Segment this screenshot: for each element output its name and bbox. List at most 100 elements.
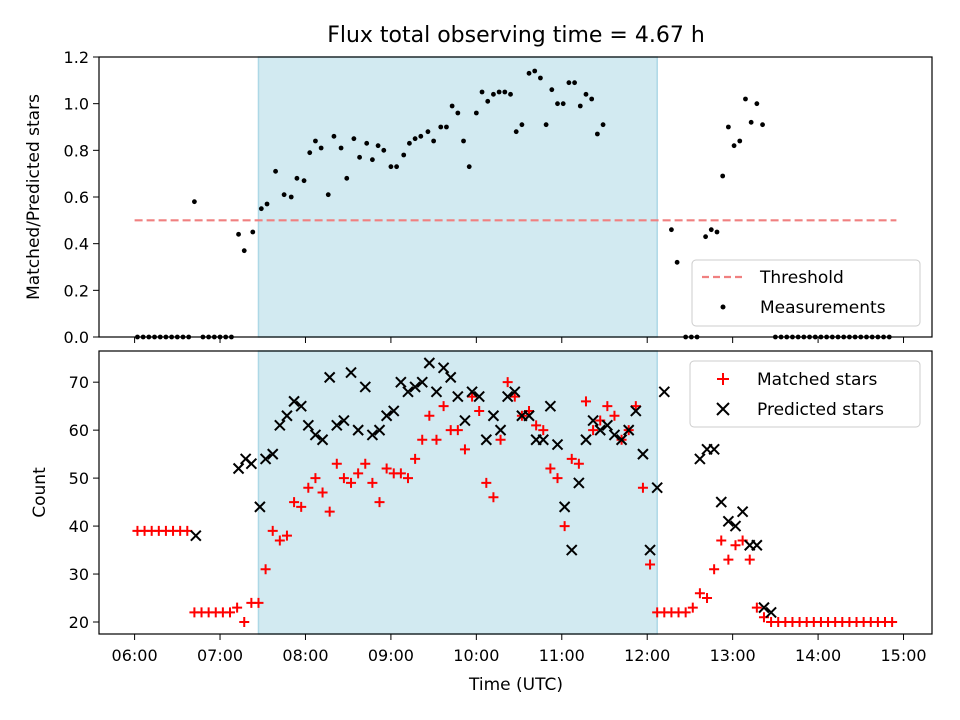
y-tick-label: 0.2 bbox=[64, 281, 89, 300]
predicted-star-point bbox=[466, 386, 478, 398]
measurement-point bbox=[508, 91, 513, 97]
predicted-star-point bbox=[751, 539, 763, 551]
measurement-point bbox=[669, 227, 674, 233]
matched-star-point bbox=[338, 473, 349, 484]
chart-title: Flux total observing time = 4.67 h bbox=[327, 23, 705, 48]
predicted-star-point bbox=[445, 371, 457, 384]
measurement-point bbox=[241, 248, 247, 254]
matched-star-point bbox=[395, 468, 406, 479]
y-tick-label: 40 bbox=[69, 517, 89, 536]
predicted-star-point bbox=[437, 362, 450, 374]
measurement-point bbox=[720, 173, 726, 179]
predicted-star-point bbox=[551, 438, 564, 451]
top-panel: 0.0 0.2 0.4 0.6 0.8 1.0 1.2 Matched/Predicted … bbox=[24, 48, 933, 347]
measurement-point bbox=[519, 122, 525, 128]
x-tick-label: 09:00 bbox=[368, 646, 414, 665]
matched-star-point bbox=[609, 410, 620, 421]
measurements-legend-label: Measurements bbox=[760, 298, 886, 318]
predicted-star-point bbox=[366, 429, 379, 441]
matched-star-point bbox=[630, 401, 641, 412]
matched-star-point bbox=[531, 420, 542, 431]
predicted-star-point bbox=[359, 381, 371, 393]
matched-star-point bbox=[402, 473, 413, 484]
matched-star-point bbox=[716, 535, 727, 546]
x-tick-label: 14:00 bbox=[795, 646, 841, 665]
predicted-star-point bbox=[566, 544, 578, 556]
matched-star-point bbox=[467, 391, 478, 402]
measurement-point bbox=[288, 194, 294, 200]
matched-star-point bbox=[694, 588, 705, 599]
matched-star-point bbox=[509, 391, 520, 402]
predicted-star-point bbox=[323, 371, 336, 384]
x-tick-label: 12:00 bbox=[624, 646, 670, 665]
y-tick-label: 1.0 bbox=[64, 95, 89, 114]
y-tick-label: 0.8 bbox=[64, 141, 89, 160]
y-tick-label: 30 bbox=[69, 565, 89, 584]
measurement-point bbox=[731, 143, 737, 149]
measurement-point bbox=[737, 138, 743, 144]
measurement-point bbox=[473, 110, 479, 116]
predicted-star-point bbox=[338, 414, 350, 427]
predicted-star-point bbox=[644, 544, 656, 556]
matched-star-point bbox=[232, 602, 243, 613]
matched-star-point bbox=[680, 607, 691, 618]
predicted-star-point bbox=[245, 458, 258, 470]
predicted-star-point bbox=[416, 376, 428, 388]
measurement-point bbox=[236, 231, 241, 237]
matched-star-point bbox=[723, 554, 734, 565]
matched-star-point bbox=[538, 425, 549, 436]
predicted-star-point bbox=[622, 424, 635, 436]
measurement-point bbox=[258, 206, 264, 212]
matched-legend-swatch bbox=[717, 373, 729, 385]
matched-star-point bbox=[744, 554, 755, 565]
predicted-star-point bbox=[274, 419, 286, 432]
measurement-point bbox=[418, 133, 424, 139]
measurement-point bbox=[572, 80, 577, 86]
predicted-star-point bbox=[615, 434, 628, 446]
x-tick-label: 13:00 bbox=[710, 646, 756, 665]
predicted-star-point bbox=[302, 419, 315, 432]
measurement-point bbox=[748, 119, 754, 125]
matched-star-point bbox=[303, 482, 314, 493]
matched-star-point bbox=[580, 396, 591, 407]
matched-star-point bbox=[602, 401, 613, 412]
measurement-point bbox=[331, 133, 337, 139]
y-tick-label: 60 bbox=[69, 421, 89, 440]
measurement-point bbox=[555, 101, 560, 107]
predicted-star-point bbox=[388, 405, 400, 417]
matched-star-point bbox=[573, 458, 584, 469]
measurement-point bbox=[461, 138, 466, 144]
predicted-star-point bbox=[594, 424, 606, 436]
measurement-point bbox=[407, 140, 412, 146]
measurement-point bbox=[708, 227, 714, 233]
predicted-star-point bbox=[651, 481, 663, 494]
y-tick-label: 70 bbox=[69, 373, 89, 392]
measurement-point bbox=[532, 68, 538, 74]
predicted-star-point bbox=[637, 448, 649, 460]
measurement-point bbox=[388, 164, 394, 170]
predicted-star-point bbox=[259, 453, 272, 465]
measurement-point bbox=[412, 136, 418, 142]
predicted-star-point bbox=[708, 443, 720, 456]
x-tick-label: 07:00 bbox=[197, 646, 243, 665]
predicted-star-point bbox=[352, 424, 364, 436]
measurement-point bbox=[466, 164, 472, 170]
predicted-star-point bbox=[601, 419, 614, 432]
matched-star-point bbox=[317, 487, 328, 498]
matched-star-point bbox=[495, 434, 506, 445]
predicted-star-point bbox=[316, 434, 329, 446]
x-tick-label: 10:00 bbox=[453, 646, 499, 665]
measurement-point bbox=[381, 147, 387, 153]
predicted-star-point bbox=[232, 462, 245, 475]
measurement-point bbox=[600, 122, 606, 128]
top-panel-ylabel: Matched/Predicted stars bbox=[24, 94, 44, 300]
y-tick-label: 0.0 bbox=[64, 328, 89, 347]
matched-star-point bbox=[488, 492, 499, 503]
matched-star-point bbox=[367, 477, 378, 488]
matched-star-point bbox=[331, 458, 342, 469]
predicted-star-point bbox=[309, 429, 322, 441]
measurement-point bbox=[589, 96, 595, 102]
top-panel-span bbox=[257, 56, 658, 338]
predicted-star-point bbox=[537, 434, 549, 446]
